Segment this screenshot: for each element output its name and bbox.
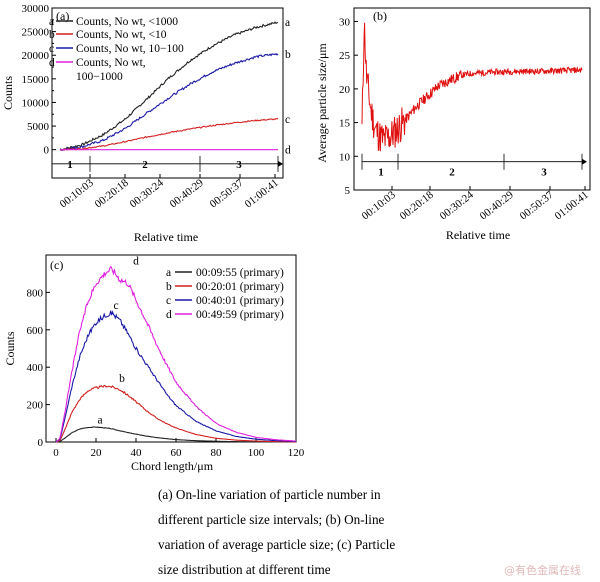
panel-a-phase-label: 3 — [236, 159, 242, 171]
panel-a-end-label-c: c — [285, 114, 290, 126]
panel-a-end-label-d: d — [285, 145, 291, 157]
panel-a-frame — [51, 7, 284, 179]
panel-c-ytick-label: 400 — [27, 362, 44, 374]
panel-c-ytick-label: 800 — [27, 287, 44, 299]
panel-b-xtick-label: 00:10:03 — [360, 189, 399, 223]
panel-a-ylabel: Counts — [1, 76, 15, 110]
panel-c-peak-label-a: a — [97, 414, 102, 426]
panel-a-ytick-label: 0 — [44, 145, 50, 157]
panel-b-xtick-label: 01:00:41 — [553, 189, 591, 223]
panel-c-xtick-label: 0 — [53, 447, 59, 459]
panel-a-legend-text-a: Counts, No wt, <1000 — [76, 16, 178, 28]
panel-a-legend-text-c: Counts, No wt, 10−100 — [76, 43, 184, 55]
panel-a-ytick-label: 30000 — [22, 3, 50, 15]
panel-a-ytick-label: 25000 — [22, 27, 50, 39]
panel-b-xtick-label: 00:30:24 — [438, 189, 477, 223]
panel-c-ytick-label: 0 — [38, 437, 44, 449]
panel-a-xtick-label: 01:00:41 — [243, 177, 281, 211]
panel-a-xtick-label: 00:40:29 — [168, 177, 207, 211]
panel-c-series-a — [55, 426, 296, 443]
panel-a-ytick-label: 20000 — [22, 50, 50, 62]
panel-a-legend-key-a: a — [49, 16, 54, 28]
panel-c-ytick-label: 600 — [27, 325, 44, 337]
panel-a-phase-arrow — [278, 160, 283, 167]
panel-a-ytick-label: 10000 — [22, 97, 50, 109]
panel-c-legend-key-a: a — [166, 267, 171, 279]
panel-a-ytick-label: 15000 — [22, 74, 50, 86]
panel-a-end-label-b: b — [285, 49, 291, 61]
panel-c-legend-text-a: 00:09:55 (primary) — [196, 267, 284, 279]
panel-a-legend-text2-d: 100−1000 — [76, 71, 123, 83]
panel-c-ylabel: Counts — [3, 331, 17, 365]
panel-b-ytick-label: 10 — [339, 151, 351, 163]
panel-b-ytick-label: 30 — [339, 16, 351, 28]
panel-c-peak-label-b: b — [119, 373, 125, 385]
panel-a-phase-label: 1 — [67, 159, 73, 171]
panel-b-phase-arrow — [582, 158, 587, 165]
panel-b-xlabel: Relative time — [446, 228, 510, 242]
panel-b-ylabel: Average particle size/μm — [315, 43, 329, 163]
panel-c-frame — [45, 254, 297, 443]
panel-a-label: (a) — [56, 9, 69, 23]
panel-c-legend-key-c: c — [166, 295, 171, 307]
panel-b-ytick-label: 5 — [345, 185, 351, 197]
panel-c-xtick-label: 120 — [288, 447, 305, 459]
caption-line-1: (a) On-line variation of particle number… — [158, 487, 381, 502]
panel-b-ytick-label: 20 — [339, 84, 351, 96]
panel-b-ytick-label: 25 — [339, 50, 351, 62]
panel-a-legend-key-b: b — [49, 29, 55, 41]
panel-c-xtick-label: 20 — [91, 447, 103, 459]
panel-c-xtick-label: 40 — [131, 447, 143, 459]
panel-a-end-label-a: a — [285, 17, 290, 29]
panel-b-phase-label: 3 — [541, 167, 547, 179]
panel-c-series-b — [55, 384, 296, 443]
panel-c-legend-key-d: d — [166, 309, 172, 321]
caption-line-2: different particle size intervals; (b) O… — [158, 512, 385, 527]
panel-a-legend-key-c: c — [49, 43, 54, 55]
panel-a-series-a — [59, 21, 279, 151]
panel-c-legend-text-b: 00:20:01 (primary) — [196, 281, 284, 293]
figure-caption: (a) On-line variation of particle number… — [158, 482, 442, 582]
panel-b-ytick-label: 15 — [339, 118, 351, 130]
panel-b-xtick-label: 00:50:37 — [518, 189, 557, 223]
panel-a-legend-text-d: Counts, No wt, — [76, 57, 146, 69]
panel-c-xlabel: Chord length/μm — [131, 459, 214, 473]
caption-line-3: variation of average particle size; (c) … — [158, 537, 396, 552]
panel-a-legend-text-b: Counts, No wt, <10 — [76, 29, 167, 41]
panel-a-xtick-label: 00:30:24 — [128, 177, 167, 211]
panel-a-phase-label: 2 — [142, 159, 148, 171]
panel-c-ytick-label: 200 — [27, 400, 44, 412]
panel-c-peak-label-d: d — [133, 255, 139, 267]
panel-a-xlabel: Relative time — [134, 230, 198, 244]
panel-c-label: (c) — [50, 258, 63, 272]
panel-a-xtick-label: 00:10:03 — [58, 177, 97, 211]
panel-a-legend-key-d: d — [49, 57, 55, 69]
panel-b-frame — [353, 7, 591, 191]
panel-c-legend-text-d: 00:49:59 (primary) — [196, 309, 284, 321]
panel-b-xtick-label: 00:40:29 — [478, 189, 517, 223]
panel-c-legend-key-b: b — [166, 281, 172, 293]
panel-c-series-c — [55, 310, 296, 443]
caption-line-4: size distribution at different time — [158, 562, 331, 577]
panel-c-legend-text-c: 00:40:01 (primary) — [196, 295, 284, 307]
panel-a-xtick-label: 00:50:37 — [208, 177, 247, 211]
panel-b-series — [361, 22, 583, 152]
panel-b-phase-label: 2 — [449, 167, 455, 179]
panel-c-series-d — [55, 265, 297, 443]
panel-a-xtick-label: 00:20:18 — [93, 177, 132, 211]
panel-c-xtick-label: 80 — [211, 447, 223, 459]
watermark: @有色金属在线 — [504, 564, 581, 577]
panel-b-phase-label: 1 — [378, 167, 384, 179]
panel-b-xtick-label: 00:20:18 — [398, 189, 437, 223]
panel-c-peak-label-c: c — [113, 300, 118, 312]
panel-a-ytick-label: 5000 — [27, 121, 50, 133]
panel-b-label: (b) — [373, 9, 387, 23]
panel-c-xtick-label: 60 — [171, 447, 183, 459]
panel-c-xtick-label: 100 — [248, 447, 265, 459]
panel-a-series-b — [59, 53, 279, 152]
panel-a-series-c — [59, 117, 279, 151]
